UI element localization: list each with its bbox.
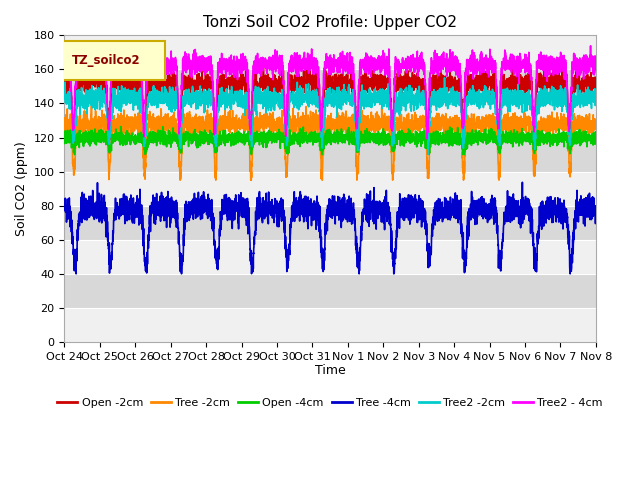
Bar [65,171,596,205]
Open -4cm [339,139,347,145]
Tree2 -2cm [592,101,600,107]
Bar [65,70,596,104]
Tree -2cm [293,116,301,122]
Bar [65,308,596,342]
X-axis label: Time: Time [315,364,346,377]
Tree2 -2cm [339,87,346,93]
Tree -4cm [298,198,305,204]
Tree2 -2cm [441,75,449,81]
Tree -2cm [298,122,305,128]
Open -4cm [117,123,125,129]
Tree2 - 4cm [61,50,68,56]
Tree2 - 4cm [297,63,305,69]
Tree -4cm [339,197,346,203]
Line: Open -2cm: Open -2cm [65,65,596,153]
Tree2 -2cm [402,90,410,96]
Tree -2cm [177,177,184,183]
Tree -2cm [88,103,95,109]
Bar [65,240,596,274]
Tree -4cm [518,180,526,185]
Tree2 -2cm [128,92,136,98]
Open -2cm [292,73,300,79]
Bar [65,205,596,240]
Open -2cm [402,82,410,88]
Tree -4cm [426,258,433,264]
Tree2 -2cm [426,121,433,127]
Tree2 - 4cm [423,136,431,142]
Tree2 - 4cm [426,103,433,108]
Tree -2cm [129,125,136,131]
Line: Tree2 -2cm: Tree2 -2cm [65,78,596,155]
Tree2 -2cm [292,91,300,97]
Tree -2cm [592,126,600,132]
Tree -4cm [292,215,300,220]
Tree2 -2cm [61,89,68,95]
Tree2 - 4cm [128,62,136,68]
Tree -2cm [426,149,433,155]
Tree -4cm [61,203,68,208]
Line: Tree2 - 4cm: Tree2 - 4cm [65,46,596,139]
Open -2cm [426,114,433,120]
Tree -4cm [402,203,410,208]
Text: TZ_soilco2: TZ_soilco2 [72,54,141,67]
Tree2 - 4cm [592,62,600,68]
Legend: Open -2cm, Tree -2cm, Open -4cm, Tree -4cm, Tree2 -2cm, Tree2 - 4cm: Open -2cm, Tree -2cm, Open -4cm, Tree -4… [53,394,607,412]
Open -2cm [61,71,68,76]
Tree2 - 4cm [587,43,595,49]
Tree -2cm [339,123,347,129]
Tree -4cm [592,213,600,218]
Tree -2cm [403,132,410,138]
Open -4cm [129,132,136,138]
Tree -4cm [72,271,80,276]
Tree2 -2cm [297,95,305,100]
Tree -2cm [61,118,68,124]
Tree2 - 4cm [339,48,346,54]
Line: Tree -4cm: Tree -4cm [65,182,596,274]
Bar [65,104,596,138]
Tree -4cm [129,218,136,224]
Title: Tonzi Soil CO2 Profile: Upper CO2: Tonzi Soil CO2 Profile: Upper CO2 [203,15,457,30]
Open -4cm [298,134,305,140]
Tree2 -2cm [424,152,432,157]
Open -4cm [403,137,410,143]
Tree2 - 4cm [402,56,410,61]
Line: Tree -2cm: Tree -2cm [65,106,596,180]
Open -2cm [339,80,346,85]
Open -2cm [298,78,305,84]
Open -2cm [592,83,600,88]
FancyBboxPatch shape [61,41,165,80]
Open -2cm [558,62,566,68]
Open -4cm [592,132,600,137]
Open -4cm [426,143,433,148]
Open -2cm [246,150,254,156]
Open -4cm [293,138,301,144]
Open -4cm [61,139,68,144]
Bar [65,138,596,171]
Open -4cm [70,152,78,157]
Open -2cm [128,78,136,84]
Bar [65,36,596,70]
Line: Open -4cm: Open -4cm [65,126,596,155]
Y-axis label: Soil CO2 (ppm): Soil CO2 (ppm) [15,141,28,236]
Bar [65,274,596,308]
Tree2 - 4cm [292,57,300,63]
